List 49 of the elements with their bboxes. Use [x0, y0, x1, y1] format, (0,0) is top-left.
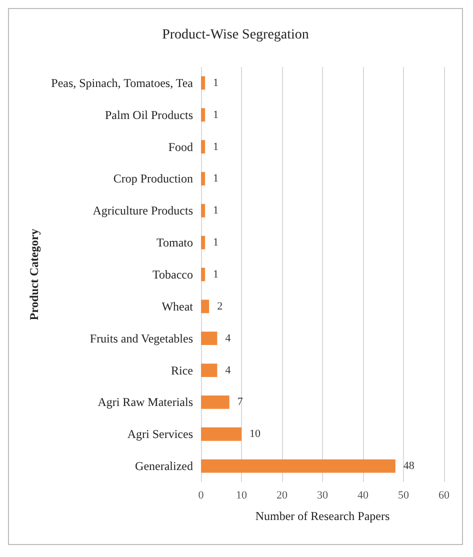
- x-tick-label: 50: [398, 490, 410, 502]
- y-tick-label: Wheat: [162, 299, 194, 314]
- y-tick-label: Food: [168, 140, 193, 154]
- bar: [201, 268, 206, 282]
- data-label: 1: [213, 236, 219, 249]
- y-tick-label: Peas, Spinach, Tomatoes, Tea: [51, 76, 194, 90]
- y-tick-label: Crop Production: [113, 172, 193, 186]
- bar: [201, 76, 206, 90]
- data-label: 4: [225, 364, 232, 376]
- y-tick-label: Tomato: [156, 236, 193, 250]
- bar: [201, 108, 206, 122]
- bar: [201, 395, 230, 409]
- x-tick-label: 30: [317, 490, 328, 502]
- x-axis-title: Number of Research Papers: [255, 509, 390, 523]
- chart-title: Product-Wise Segregation: [162, 28, 309, 42]
- data-label: 1: [213, 140, 219, 153]
- y-tick-label: Generalized: [135, 459, 193, 474]
- bar: [201, 300, 210, 314]
- data-label: 2: [217, 300, 223, 312]
- bar: [201, 459, 396, 473]
- y-tick-label: Agriculture Products: [92, 204, 194, 218]
- data-label: 1: [213, 268, 219, 280]
- x-tick-label: 40: [358, 490, 369, 502]
- data-label: 1: [213, 108, 219, 121]
- bar: [201, 332, 218, 346]
- y-tick-label: Agri Raw Materials: [98, 395, 194, 410]
- y-tick-label: Fruits and Vegetables: [90, 331, 194, 346]
- bar: [201, 140, 206, 154]
- data-label: 48: [403, 460, 415, 472]
- y-tick-label: Tobacco: [152, 268, 193, 282]
- data-label: 4: [225, 332, 232, 344]
- bar: [201, 427, 242, 441]
- x-tick-label: 0: [198, 490, 204, 502]
- data-label: 7: [237, 396, 244, 408]
- x-tick-label: 60: [438, 490, 450, 502]
- data-label: 10: [250, 428, 261, 440]
- y-tick-label: Rice: [171, 363, 193, 378]
- x-tick-label: 20: [276, 490, 288, 502]
- x-tick-label: 10: [236, 490, 248, 502]
- bar: [201, 204, 206, 218]
- data-label: 1: [213, 76, 219, 89]
- bar: [201, 172, 206, 186]
- bar: [201, 364, 218, 377]
- data-label: 1: [213, 204, 219, 217]
- y-tick-label: Agri Services: [127, 427, 194, 442]
- bar: [201, 236, 206, 250]
- y-tick-label: Palm Oil Products: [104, 108, 194, 122]
- data-label: 1: [213, 172, 219, 185]
- y-axis-title: Product Category: [26, 228, 41, 320]
